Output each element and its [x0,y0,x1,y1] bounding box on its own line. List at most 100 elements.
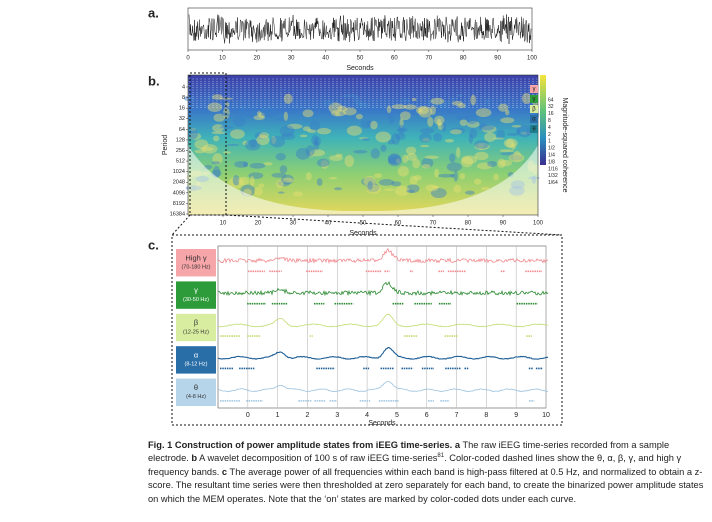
wavelet-blob [456,94,463,97]
x-tick-label: 30 [288,56,295,62]
wavelet-blob [323,99,334,106]
band-tag-label: θ [532,127,536,133]
wavelet-blob [238,176,250,186]
wavelet-blob [430,188,447,199]
cone-of-influence [188,145,538,215]
band-name: β [194,318,199,327]
wavelet-blob [461,156,474,168]
wavelet-blob [470,94,477,106]
wavelet-blob [342,107,357,116]
y-tick-label: 4 [182,84,185,90]
wavelet-blob [457,103,466,109]
wavelet-blob [302,109,314,118]
wavelet-blob [511,125,522,128]
wavelet-blob [361,137,370,141]
wavelet-blob [456,147,461,158]
wavelet-blob [256,134,270,146]
wavelet-blob [419,144,430,148]
band-label-box [176,378,216,406]
wavelet-blob [250,175,255,187]
wavelet-blob [316,127,332,135]
wavelet-blob [459,173,466,180]
wavelet-blob [242,161,249,168]
x-tick-label: 20 [253,56,260,62]
x-tick-label: 80 [460,56,467,62]
band-tag-label: β [532,107,536,113]
wavelet-blob [387,153,401,165]
wavelet-blob [431,185,440,189]
wavelet-blob [254,186,263,196]
wavelet-blob [183,95,195,102]
y-tick-label: 512 [176,159,185,165]
wavelet-blob [433,132,443,142]
wavelet-blob [226,143,240,146]
wavelet-blob [309,149,326,157]
band-range: (8-12 Hz) [185,362,208,368]
wavelet-blob [388,113,395,124]
wavelet-blob [200,146,214,152]
colorbar [540,75,546,165]
caption-text: b [191,453,198,464]
colorbar-tick-label: 8 [548,118,551,124]
wavelet-blob [248,172,264,179]
wavelet-blob [481,125,497,133]
wavelet-blob [228,176,244,189]
colorbar-tick-label: 2 [548,132,551,138]
wavelet-blob [330,109,347,117]
wavelet-blob [484,132,497,142]
wavelet-blob [415,106,429,115]
wavelet-blob [261,106,276,118]
wavelet-blob [239,105,246,115]
wavelet-blob [443,100,452,105]
x-axis-label: Seconds [349,230,377,237]
wavelet-blob [280,132,296,140]
colorbar-tick-label: 1/16 [548,166,558,172]
wavelet-blob [485,98,491,104]
wavelet-blob [320,159,329,169]
band-range: (30-50 Hz) [183,297,209,303]
wavelet-blob [450,97,459,101]
wavelet-blob [212,165,221,178]
wavelet-blob [363,175,376,187]
raw-trace [188,14,532,45]
wavelet-blob [353,95,361,105]
band-trace [217,248,549,264]
wavelet-blob [211,131,226,135]
wavelet-blob [464,190,475,195]
wavelet-blob [498,159,513,167]
wavelet-blob [412,158,421,169]
wavelet-blob [506,132,519,137]
band-tag-label: γ [533,97,536,103]
wavelet-blob [383,188,395,192]
y-axis-label: Period [162,135,169,155]
wavelet-blob [466,120,480,128]
wavelet-blob [419,128,435,134]
wavelet-blob [479,122,487,128]
wavelet-blob [414,175,422,181]
wavelet-blob [188,128,198,140]
wavelet-blob [395,158,401,164]
x-tick-label: 4 [365,412,369,419]
wavelet-blob [500,152,516,156]
wavelet-blob [305,145,315,157]
wavelet-blob [398,124,405,135]
wavelet-blob [279,165,288,174]
wavelet-blob [211,161,221,165]
wavelet-blob [450,173,456,178]
wavelet-blob [515,127,520,135]
colorbar-tick-label: 4 [548,125,551,131]
wavelet-blob [411,97,417,102]
wavelet-blob [482,108,491,113]
wavelet-blob [475,108,492,118]
wavelet-blob [380,144,387,152]
x-tick-label: 7 [455,412,459,419]
wavelet-blob [212,153,223,165]
wavelet-blob [419,132,432,143]
wavelet-blob [220,125,234,129]
y-tick-label: 8 [182,95,185,101]
wavelet-blob [459,119,468,126]
wavelet-blob [444,138,455,143]
wavelet-blob [375,131,392,143]
wavelet-blob [480,186,490,191]
